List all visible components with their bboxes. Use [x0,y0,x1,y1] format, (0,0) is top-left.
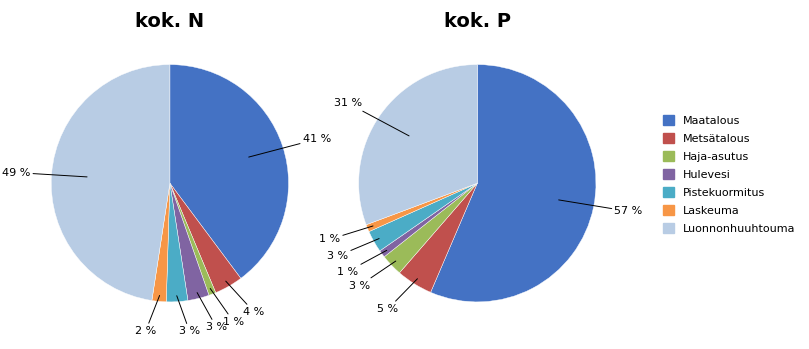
Wedge shape [384,183,477,273]
Text: 1 %: 1 % [337,250,387,276]
Text: 2 %: 2 % [135,296,159,336]
Wedge shape [51,65,170,300]
Text: 41 %: 41 % [248,134,331,157]
Text: 1 %: 1 % [210,289,244,327]
Wedge shape [170,183,241,293]
Wedge shape [170,183,216,295]
Text: 57 %: 57 % [559,200,642,216]
Wedge shape [170,65,289,279]
Text: 49 %: 49 % [2,168,87,178]
Wedge shape [366,183,477,232]
Text: 1 %: 1 % [319,226,373,244]
Wedge shape [170,183,209,300]
Wedge shape [167,183,188,302]
Wedge shape [358,65,477,225]
Wedge shape [152,183,170,302]
Title: kok. N: kok. N [135,12,205,31]
Text: 5 %: 5 % [378,279,417,314]
Wedge shape [400,183,477,292]
Wedge shape [369,183,477,251]
Text: 3 %: 3 % [327,239,379,261]
Wedge shape [430,65,596,302]
Title: kok. P: kok. P [444,12,510,31]
Wedge shape [379,183,477,257]
Text: 3 %: 3 % [349,261,396,291]
Legend: Maatalous, Metsätalous, Haja-asutus, Hulevesi, Pistekuormitus, Laskeuma, Luonnon: Maatalous, Metsätalous, Haja-asutus, Hul… [663,115,795,234]
Text: 3 %: 3 % [197,292,227,332]
Text: 3 %: 3 % [176,296,200,336]
Text: 4 %: 4 % [226,281,265,317]
Text: 31 %: 31 % [334,98,409,136]
